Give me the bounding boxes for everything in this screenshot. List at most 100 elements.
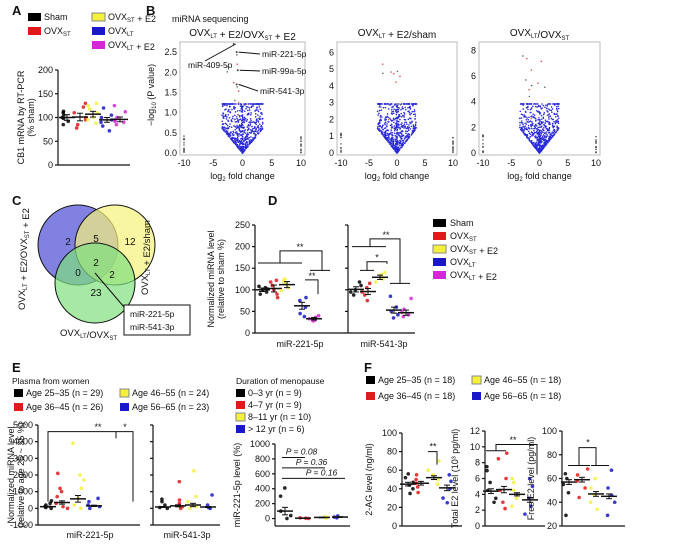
volcano-point [530,131,533,133]
data-point [192,469,196,473]
volcano-point [226,124,229,127]
panel-label-a: A [12,3,22,18]
annotation-label: miR-409-5p [188,60,233,70]
volcano-point [236,139,239,142]
legend-label: 4–7 yr (n = 9) [248,400,302,410]
volcano-point [242,133,245,135]
volcano-point [402,114,404,117]
volcano-point [402,134,405,137]
volcano-point [525,128,527,131]
y-tick-label: 5000 [13,420,33,430]
y-tick-label: 100 [382,428,397,438]
volcano-point [404,130,407,133]
volcano-point [522,131,525,134]
volcano-point [482,150,484,152]
volcano-point [223,128,225,131]
volcano-point [542,131,544,133]
volcano-point [545,136,547,139]
data-point [186,499,190,504]
volcano-point [409,121,411,124]
volcano-point [482,145,484,148]
data-point [285,516,289,521]
volcano-point [392,147,395,150]
volcano-point [530,84,533,87]
volcano-point [524,125,527,127]
volcano-point [249,103,252,105]
volcano-point [394,149,396,152]
volcano-point [397,126,400,129]
volcano-point [228,103,231,105]
volcano-point [377,103,379,105]
volcano-point [239,105,242,108]
volcano-point [404,119,407,121]
data-point [78,473,82,477]
legend-swatch [28,27,41,35]
data-point [81,105,86,109]
data-point [496,456,501,461]
volcano-point [250,114,252,116]
volcano-point [552,134,555,137]
volcano-point [552,131,555,134]
volcano-point [403,113,406,115]
volcano-point [398,114,400,116]
volcano-point [393,121,395,124]
x-tick-label: 10 [591,158,601,168]
volcano-point [380,130,382,132]
volcano-point [544,144,547,147]
volcano-point [233,105,235,108]
volcano-point [241,126,244,129]
x-tick-label: -10 [334,158,347,168]
volcano-point [394,140,397,143]
data-point [177,501,182,506]
volcano-point [384,118,386,120]
volcano-point [395,121,398,123]
venn-set-label: OVXLT + E2/OVXST + E2 [17,208,32,310]
data-point [414,473,419,477]
legend-label: OVXST [450,231,477,243]
volcano-point [407,128,410,130]
volcano-point [533,133,535,135]
volcano-point [386,103,389,105]
y-tick-label: 200 [255,499,270,509]
y-tick-label: -1000 [10,520,33,530]
volcano-point [529,136,531,138]
volcano-point [300,143,302,145]
volcano-point [548,116,550,118]
volcano-point [544,122,546,124]
volcano-point [544,119,547,122]
volcano-point [252,127,254,130]
volcano-point [533,114,536,117]
volcano-point [403,142,406,144]
volcano-point [340,149,342,152]
volcano-point [224,126,226,129]
volcano-point [240,108,242,110]
volcano-point [244,117,247,120]
volcano-point [384,132,386,134]
volcano-point [386,134,388,137]
data-point [264,290,269,294]
volcano-point [254,113,257,115]
volcano-point [226,103,229,105]
volcano-point [407,129,410,132]
volcano-point [550,106,553,108]
volcano-point [407,136,410,139]
volcano-point [300,150,302,152]
volcano-point [238,118,240,121]
volcano-point [553,113,556,116]
volcano-point [555,116,557,118]
volcano-point [386,123,388,125]
volcano-point [400,112,403,115]
venn-count: 5 [93,234,99,245]
volcano-point [452,146,454,149]
volcano-point [246,129,249,132]
volcano-point [244,139,247,141]
volcano-point [408,112,411,114]
volcano-point [395,113,398,116]
volcano-point [595,151,597,153]
volcano-point [414,113,416,116]
volcano-point [250,131,253,134]
legend-label: OVXLT [108,26,134,38]
volcano-point [386,138,388,141]
venn-count: 0 [75,268,81,279]
data-point [435,482,440,486]
